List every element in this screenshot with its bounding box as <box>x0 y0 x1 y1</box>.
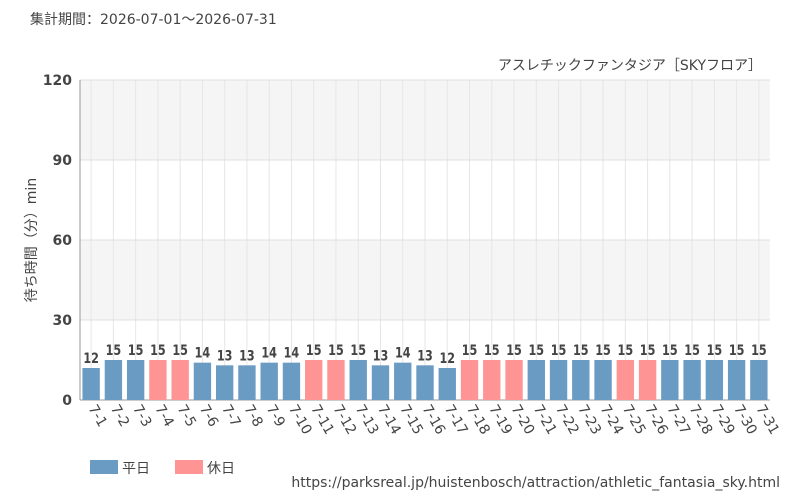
data-label: 15 <box>662 342 678 359</box>
x-tick-label: 7-7 <box>218 402 243 430</box>
bar <box>349 360 367 400</box>
bar <box>750 360 768 400</box>
bar <box>460 360 479 400</box>
chart-title: アスレチックファンタジア［SKYフロア］ <box>498 58 762 74</box>
legend-swatch <box>175 460 203 474</box>
x-tick-label: 7-8 <box>240 402 265 430</box>
chart-subtitle: 集計期間：2026-07-01〜2026-07-31 <box>30 11 277 28</box>
bar <box>438 368 456 400</box>
data-label: 15 <box>150 342 166 359</box>
x-tick-label: 7-4 <box>151 402 176 430</box>
y-axis-label: 待ち時間（分）min <box>24 178 40 302</box>
data-label: 15 <box>484 342 500 359</box>
x-tick-label: 7-3 <box>129 402 154 430</box>
bar <box>371 365 390 400</box>
bar <box>149 360 167 400</box>
x-tick-label: 7-2 <box>107 402 132 430</box>
bar <box>238 365 256 400</box>
bar <box>549 360 568 400</box>
bar <box>82 368 100 400</box>
data-label: 15 <box>729 342 745 359</box>
bar <box>527 360 545 400</box>
y-tick-label: 30 <box>53 313 73 329</box>
data-label: 15 <box>595 342 611 359</box>
legend-label: 休日 <box>207 461 235 477</box>
x-tick-label: 7-6 <box>196 402 221 430</box>
bar <box>705 360 724 400</box>
bar <box>416 365 434 400</box>
data-label: 13 <box>417 347 433 364</box>
data-label: 15 <box>350 342 366 359</box>
data-label: 14 <box>395 344 411 361</box>
data-label: 15 <box>573 342 589 359</box>
bar <box>305 360 323 400</box>
y-tick-label: 120 <box>43 73 72 89</box>
data-label: 15 <box>707 342 723 359</box>
x-tick-label: 7-1 <box>85 402 110 430</box>
data-label: 14 <box>261 344 277 361</box>
x-tick-label: 7-31 <box>752 402 782 438</box>
data-label: 15 <box>684 342 700 359</box>
data-label: 13 <box>373 347 389 364</box>
data-label: 15 <box>618 342 634 359</box>
bar <box>327 360 345 400</box>
data-label: 15 <box>529 342 545 359</box>
bar <box>193 362 212 400</box>
data-label: 13 <box>217 347 233 364</box>
data-label: 15 <box>128 342 144 359</box>
bar <box>282 362 301 400</box>
y-tick-label: 60 <box>53 233 73 249</box>
data-label: 15 <box>751 342 767 359</box>
data-label: 15 <box>328 342 344 359</box>
bar <box>727 360 746 400</box>
legend-label: 平日 <box>122 461 150 477</box>
x-tick-label: 7-9 <box>263 402 288 430</box>
data-label: 15 <box>106 342 122 359</box>
bar <box>126 360 145 400</box>
bar <box>594 360 612 400</box>
legend-swatch <box>90 460 118 474</box>
data-label: 15 <box>551 342 567 359</box>
data-label: 14 <box>284 344 300 361</box>
data-label: 15 <box>462 342 478 359</box>
bar <box>104 360 123 400</box>
data-label: 15 <box>506 342 522 359</box>
source: https://parksreal.jp/huistenbosch/attrac… <box>291 475 780 491</box>
bar <box>661 360 679 400</box>
data-label: 12 <box>83 350 99 367</box>
bar <box>483 360 501 400</box>
data-label: 14 <box>195 344 211 361</box>
bar <box>505 360 523 400</box>
y-tick-label: 0 <box>62 393 72 409</box>
bar <box>171 360 189 400</box>
bar <box>683 360 701 400</box>
data-label: 12 <box>439 350 455 367</box>
x-tick-label: 7-5 <box>174 402 199 430</box>
bar <box>215 365 234 400</box>
bar <box>616 360 635 400</box>
bar <box>394 362 412 400</box>
bar <box>260 362 278 400</box>
y-tick-label: 90 <box>53 153 73 169</box>
data-label: 15 <box>172 342 188 359</box>
data-label: 13 <box>239 347 255 364</box>
data-label: 15 <box>640 342 656 359</box>
bar <box>572 360 590 400</box>
data-label: 15 <box>306 342 322 359</box>
bar <box>638 360 657 400</box>
